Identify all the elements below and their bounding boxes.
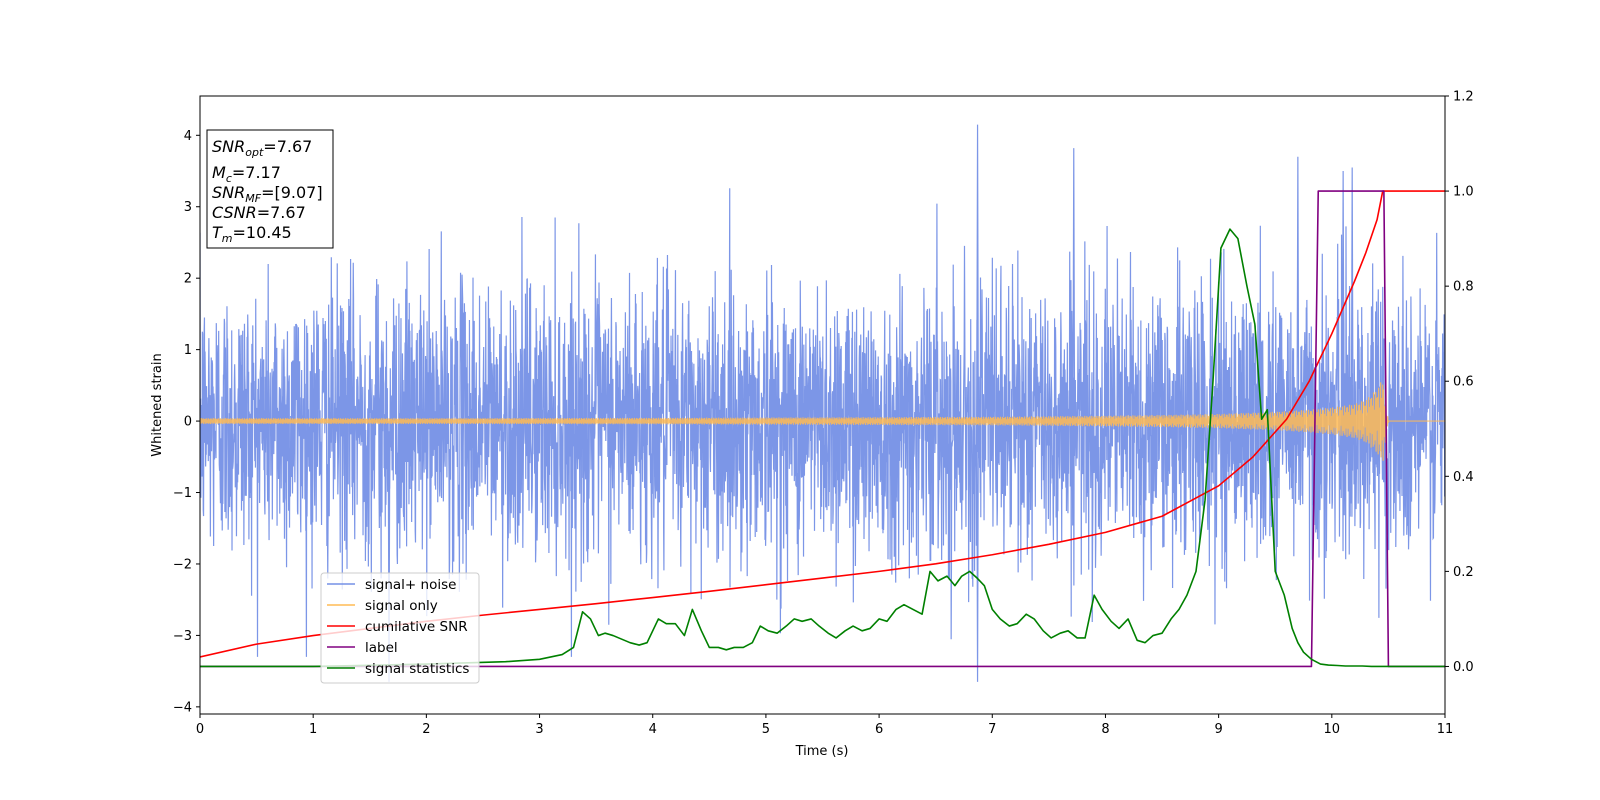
legend-item-label: label [327, 640, 398, 656]
x-tick-label: 9 [1214, 722, 1222, 737]
annotation-tm: Tm=10.45 [212, 223, 292, 245]
svg-text:cumilative SNR: cumilative SNR [365, 619, 468, 635]
x-tick-label: 5 [762, 722, 770, 737]
x-tick-label: 10 [1324, 722, 1341, 737]
x-tick-label: 2 [422, 722, 430, 737]
annotation-mc: Mc=7.17 [212, 163, 281, 185]
y-tick-label: −2 [173, 557, 192, 572]
y-tick-label: 3 [184, 200, 192, 215]
y2-tick-label: 0.4 [1453, 470, 1474, 485]
annotation-snr-opt: SNRopt=7.67 [212, 137, 312, 159]
y-tick-label: −1 [173, 486, 192, 501]
y2-tick-label: 1.2 [1453, 90, 1474, 105]
y-axis-label: Whitened strain [150, 353, 165, 456]
annotation-csnr: CSNR=7.67 [212, 203, 306, 222]
y-tick-label: −3 [173, 629, 192, 644]
svg-text:signal+ noise: signal+ noise [365, 577, 456, 593]
y2-tick-label: 1.0 [1453, 185, 1474, 200]
y2-tick-label: 0.6 [1453, 375, 1474, 390]
x-tick-label: 0 [196, 722, 204, 737]
y-tick-label: 0 [184, 415, 192, 430]
svg-text:signal only: signal only [365, 598, 438, 614]
y-tick-label: −4 [173, 700, 192, 715]
svg-text:label: label [365, 640, 398, 656]
x-tick-label: 8 [1101, 722, 1109, 737]
x-tick-label: 4 [649, 722, 657, 737]
legend-item-signal-only: signal only [327, 598, 438, 614]
series-signal-only [200, 382, 1445, 461]
y2-tick-label: 0.2 [1453, 565, 1474, 580]
series-signal-noise [200, 124, 1445, 682]
series-signal-statistics [200, 228, 1445, 668]
legend-item-signal-noise: signal+ noise [327, 577, 456, 593]
x-tick-label: 3 [535, 722, 543, 737]
x-tick-label: 1 [309, 722, 317, 737]
y-tick-label: 2 [184, 272, 192, 287]
legend-frame [320, 572, 480, 684]
legend: signal+ noise signal only cumilative SNR… [320, 572, 480, 684]
y-tick-label: 1 [184, 343, 192, 358]
y-tick-label: 4 [184, 129, 192, 144]
legend-item-signal-statistics: signal statistics [327, 661, 469, 677]
x-tick-label: 6 [875, 722, 883, 737]
y2-tick-label: 0.8 [1453, 280, 1474, 295]
y2-tick-label: 0.0 [1453, 660, 1474, 675]
svg-text:signal statistics: signal statistics [365, 661, 469, 677]
x-axis-label: Time (s) [795, 744, 849, 759]
x-tick-label: 11 [1437, 722, 1454, 737]
annotation-snr-mf: SNRMF=[9.07] [212, 183, 323, 205]
plot-frame [199, 95, 1446, 715]
ticks-layer: 0 1 2 3 4 5 6 7 8 9 10 1143210−1−2−3−41.21.00.80.60… [173, 90, 1474, 738]
x-tick-label: 7 [988, 722, 996, 737]
annotation-box: SNRopt=7.67 Mc=7.17 SNRMF=[9.07] CSNR=7.… [206, 129, 334, 249]
legend-item-cumulative-snr: cumilative SNR [327, 619, 468, 635]
